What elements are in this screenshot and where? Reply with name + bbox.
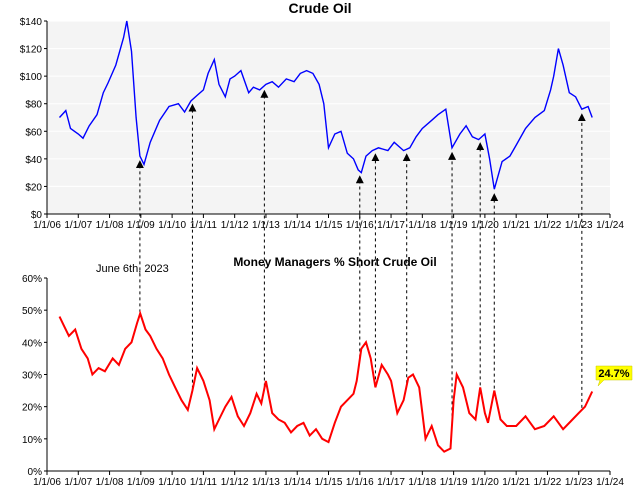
top-x-tick-label: 1/1/20 [471,220,499,231]
top-x-tick-label: 1/1/13 [252,220,280,231]
top-x-tick-label: 1/1/14 [283,220,311,231]
top-x-tick-label: 1/1/15 [315,220,343,231]
top-y-axis: $0 $20 $40 $60 $80 $100 $120 $140 [20,17,47,221]
callout-value: 24.7% [598,368,629,380]
top-x-tick-label: 1/1/16 [346,220,374,231]
bottom-x-tick-label: 1/1/22 [534,477,562,488]
bottom-x-tick-label: 1/1/12 [221,477,249,488]
arrow-connectors [135,89,586,423]
top-x-tick-label: 1/1/23 [565,220,593,231]
bottom-x-tick-label: 1/1/19 [440,477,468,488]
date-annotation: June 6th, 2023 [96,263,169,275]
bottom-x-tick-label: 1/1/20 [471,477,499,488]
bottom-x-tick-label: 1/1/07 [64,477,92,488]
top-y-tick-label: $0 [31,210,43,221]
bottom-x-tick-label: 1/1/15 [315,477,343,488]
bottom-x-tick-label: 1/1/10 [158,477,186,488]
bottom-x-tick-label: 1/1/24 [596,477,624,488]
top-x-tick-label: 1/1/22 [534,220,562,231]
top-y-tick-label: $100 [20,72,43,83]
bottom-x-tick-label: 1/1/17 [377,477,405,488]
top-x-tick-label: 1/1/18 [408,220,436,231]
bottom-x-axis: 1/1/06 1/1/07 1/1/08 1/1/09 1/1/10 1/1/11 1/1/… [33,471,624,488]
percent-short-series-line [58,310,594,453]
top-chart-title: Crude Oil [288,0,351,16]
top-x-tick-label: 1/1/21 [502,220,530,231]
top-y-tick-label: $40 [25,155,42,166]
top-x-tick-label: 1/1/24 [596,220,624,231]
bottom-x-tick-label: 1/1/21 [502,477,530,488]
last-value-callout: 24.7% [595,365,633,387]
bottom-chart-title: Money Managers % Short Crude Oil [233,255,436,269]
top-x-tick-label: 1/1/07 [64,220,92,231]
bottom-x-tick-label: 1/1/09 [127,477,155,488]
top-plot-area [47,21,610,214]
bottom-y-tick-label: 20% [22,403,42,414]
bottom-x-tick-label: 1/1/18 [408,477,436,488]
top-y-tick-label: $60 [25,127,42,138]
bottom-y-axis: 0% 10% 20% 30% 40% 50% 60% [22,274,47,478]
top-x-axis: 1/1/06 1/1/07 1/1/08 1/1/09 1/1/10 1/1/11 1/1/… [33,214,624,231]
top-y-tick-label: $120 [20,45,43,56]
bottom-y-tick-label: 30% [22,371,42,382]
bottom-x-tick-label: 1/1/16 [346,477,374,488]
bottom-x-tick-label: 1/1/06 [33,477,61,488]
callout-box [595,365,633,387]
top-x-tick-label: 1/1/12 [221,220,249,231]
bottom-y-tick-label: 0% [28,467,43,478]
bottom-y-tick-label: 60% [22,274,42,285]
bottom-x-tick-label: 1/1/11 [190,477,217,488]
top-x-tick-label: 1/1/09 [127,220,155,231]
top-x-tick-label: 1/1/10 [158,220,186,231]
bottom-x-tick-label: 1/1/23 [565,477,593,488]
top-x-tick-label: 1/1/06 [33,220,61,231]
top-y-tick-label: $20 [25,182,42,193]
bottom-x-tick-label: 1/1/08 [96,477,124,488]
crude-oil-series-line [58,20,593,190]
top-y-tick-label: $80 [25,100,42,111]
bottom-x-tick-label: 1/1/14 [283,477,311,488]
top-y-tick-label: $140 [20,17,43,28]
top-x-tick-label: 1/1/11 [190,220,217,231]
bottom-y-tick-label: 10% [22,435,42,446]
bottom-y-tick-label: 50% [22,306,42,317]
bottom-x-tick-label: 1/1/13 [252,477,280,488]
top-x-tick-label: 1/1/19 [440,220,468,231]
bottom-y-tick-label: 40% [22,338,42,349]
top-x-tick-label: 1/1/08 [96,220,124,231]
top-x-tick-label: 1/1/17 [377,220,405,231]
